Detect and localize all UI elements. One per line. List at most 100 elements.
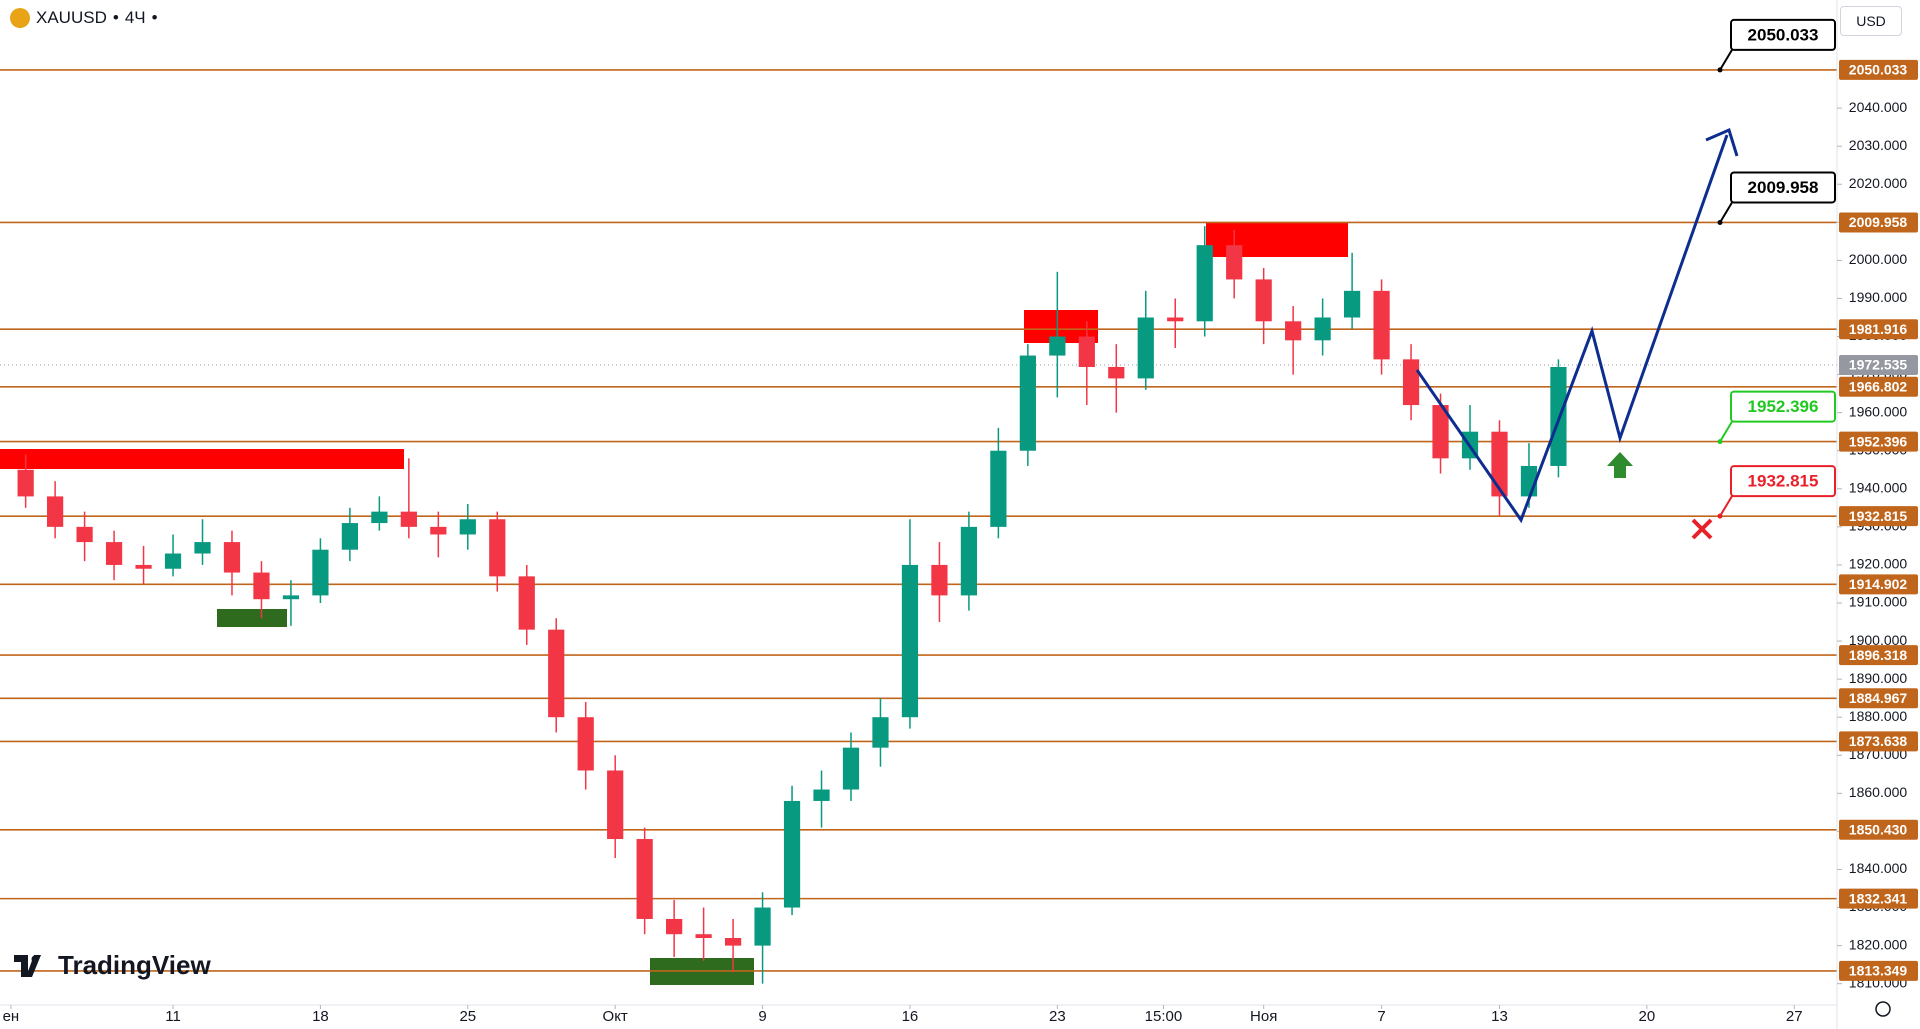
interval[interactable]: 4Ч bbox=[124, 8, 146, 27]
candle-body bbox=[724, 938, 742, 946]
candle-body bbox=[194, 542, 211, 554]
callout-pointer bbox=[1719, 421, 1733, 443]
candle-body bbox=[754, 907, 771, 946]
level-badge bbox=[1839, 212, 1918, 233]
candle-body bbox=[990, 450, 1007, 527]
level-label: 2050.033 bbox=[1849, 62, 1908, 78]
levels bbox=[0, 69, 1837, 972]
callout-box bbox=[1730, 465, 1836, 498]
candle-body bbox=[1226, 245, 1243, 280]
x-tick-label: 20 bbox=[1639, 1008, 1656, 1025]
y-tick-label: 1880.000 bbox=[1849, 708, 1908, 724]
candle-body bbox=[17, 469, 34, 497]
y-tick-label: 1910.000 bbox=[1849, 594, 1908, 610]
candle-body bbox=[312, 549, 329, 596]
candle-body bbox=[135, 564, 152, 569]
callout-anchor bbox=[1717, 219, 1723, 225]
stop-cross bbox=[1691, 518, 1713, 540]
candle-body bbox=[1491, 431, 1508, 497]
candle-body bbox=[489, 519, 506, 577]
projection-arrowhead bbox=[1705, 127, 1739, 157]
level-badge bbox=[1839, 59, 1918, 80]
candle-body bbox=[695, 934, 712, 938]
projection-path bbox=[1415, 134, 1729, 524]
candle-body bbox=[607, 770, 624, 840]
candle-body bbox=[105, 542, 123, 565]
separator: • bbox=[112, 8, 119, 27]
candle-body bbox=[813, 789, 830, 801]
brand-logo bbox=[14, 954, 41, 977]
x-tick-label: 9 bbox=[758, 1008, 766, 1025]
candle-body bbox=[1019, 355, 1036, 451]
y-tick-label: 2030.000 bbox=[1849, 137, 1908, 153]
settings-icon[interactable] bbox=[1875, 1001, 1891, 1017]
y-tick-label: 1860.000 bbox=[1849, 784, 1908, 800]
symbol-logo bbox=[10, 8, 30, 28]
y-tick-label: 2020.000 bbox=[1849, 175, 1908, 191]
candle-body bbox=[459, 519, 476, 535]
level-label: 1952.396 bbox=[1849, 433, 1908, 449]
level-badge bbox=[1839, 645, 1918, 666]
y-tick-label: 2000.000 bbox=[1849, 251, 1908, 267]
x-tick-label: 18 bbox=[312, 1008, 329, 1025]
candle-body bbox=[164, 553, 182, 569]
callout-label: 2009.958 bbox=[1748, 178, 1819, 197]
y-tick-label: 1940.000 bbox=[1849, 479, 1908, 495]
candle-body bbox=[47, 496, 64, 527]
level-badge bbox=[1839, 506, 1918, 527]
candle-body bbox=[1108, 366, 1125, 379]
separator: • bbox=[151, 8, 158, 27]
level-badge bbox=[1839, 376, 1918, 397]
x-tick-label: 27 bbox=[1786, 1008, 1803, 1025]
candle-body bbox=[1137, 317, 1154, 379]
x-tick-label: 7 bbox=[1377, 1008, 1385, 1025]
level-badge bbox=[1839, 960, 1918, 981]
callout-anchor bbox=[1717, 439, 1723, 445]
level-badge bbox=[1839, 731, 1918, 752]
header: XAUUSD • 4Ч • bbox=[10, 8, 158, 28]
level-label: 1832.341 bbox=[1849, 890, 1908, 906]
x-tick-label: 11 bbox=[165, 1008, 181, 1025]
callout-label: 1952.396 bbox=[1748, 397, 1819, 416]
y-tick-label: 1990.000 bbox=[1849, 289, 1908, 305]
candle-body bbox=[872, 717, 889, 748]
candle-body bbox=[282, 595, 300, 600]
x-tick-label: 25 bbox=[459, 1008, 476, 1025]
candle-body bbox=[76, 526, 93, 543]
callout-label: 1932.815 bbox=[1748, 472, 1819, 491]
x-tick-label: 16 bbox=[902, 1008, 919, 1025]
x-tick-label: Ноя bbox=[1250, 1008, 1277, 1025]
candle-body bbox=[960, 526, 978, 596]
demand-zone bbox=[217, 609, 287, 627]
candle-body bbox=[1255, 279, 1272, 322]
callout-anchor bbox=[1717, 67, 1723, 73]
callout-box bbox=[1730, 18, 1836, 51]
callout-pointer bbox=[1719, 201, 1733, 223]
candle-body bbox=[1078, 336, 1095, 367]
candle-body bbox=[901, 564, 919, 718]
candle-body bbox=[400, 511, 417, 527]
y-tick-label: 1900.000 bbox=[1849, 632, 1908, 648]
currency[interactable]: USD bbox=[1840, 6, 1902, 36]
candle-body bbox=[577, 717, 594, 771]
candles bbox=[17, 226, 1567, 984]
x-tick-label: 15:00 bbox=[1145, 1008, 1183, 1025]
callout-label: 2050.033 bbox=[1748, 25, 1819, 44]
projection bbox=[1415, 127, 1739, 540]
candle-body bbox=[1285, 321, 1302, 341]
supply-zone bbox=[0, 449, 404, 469]
y-tick-label: 1820.000 bbox=[1849, 936, 1908, 952]
candle-body bbox=[341, 523, 358, 550]
candle-body bbox=[1432, 405, 1449, 459]
brand-name: TradingView bbox=[58, 950, 211, 980]
level-label: 1884.967 bbox=[1849, 690, 1908, 706]
y-tick-label: 1840.000 bbox=[1849, 860, 1908, 876]
candle-body bbox=[666, 918, 683, 935]
callout-box bbox=[1730, 171, 1836, 204]
y-tick-label: 1920.000 bbox=[1849, 556, 1908, 572]
callout-box bbox=[1730, 390, 1836, 423]
level-label: 1850.430 bbox=[1849, 821, 1908, 837]
candle-body bbox=[253, 572, 270, 600]
